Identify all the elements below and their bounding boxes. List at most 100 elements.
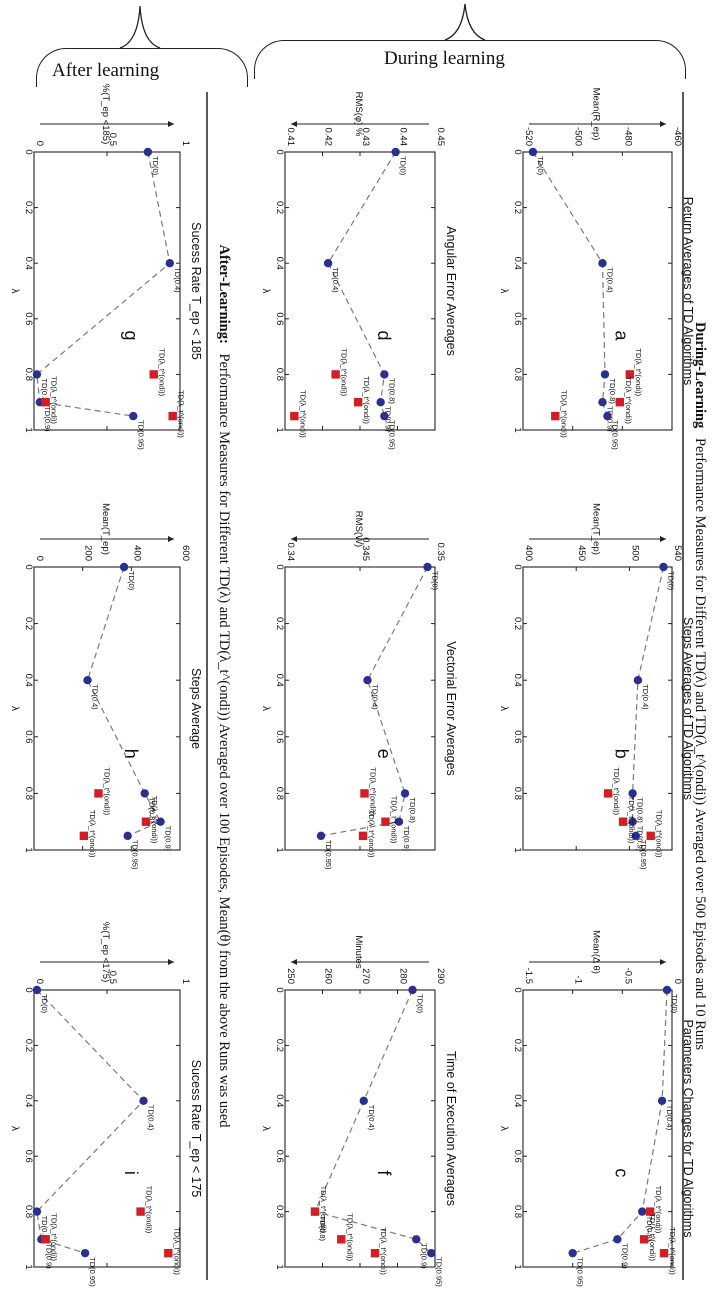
x-axis-label: λ (498, 1126, 509, 1131)
adaptive-point (331, 370, 340, 379)
adaptive-point (618, 817, 628, 826)
during-learning-header: During learning (384, 48, 505, 69)
y-axis-label: Mean(T_ep) (591, 503, 602, 555)
adaptive-point-label: TD(λ_t^(ondi)) (345, 1213, 354, 1261)
td-point (165, 259, 174, 268)
td-point (129, 411, 138, 421)
x-tick-label: 0.8 (274, 787, 285, 800)
x-tick-label: 0.4 (23, 1094, 34, 1107)
adaptive-point (645, 1207, 655, 1216)
x-tick-label: 1 (23, 427, 34, 432)
td-point (391, 147, 400, 157)
adaptive-point (639, 1235, 649, 1244)
y-tick-label: 500 (629, 545, 640, 561)
td-point-label: TD(0) (666, 571, 675, 591)
adaptive-point (353, 398, 363, 407)
x-tick-label: 0.4 (23, 674, 34, 687)
svg-text:After-Learning: Perfor: After-Learning: Performance Measures for… (216, 244, 232, 1128)
y-axis-label: RMS(φ) % (353, 92, 364, 137)
x-tick-label: 0.4 (274, 674, 285, 687)
y-tick-label: 400 (131, 545, 142, 561)
td-point (32, 1207, 42, 1216)
td-point-label: TD(0) (431, 571, 440, 591)
td-point-label: TD(0.8) (636, 797, 645, 823)
td-point (408, 985, 417, 995)
adaptive-point-label: TD(λ_t^(ondi)) (102, 767, 111, 815)
x-tick-label: 0 (23, 149, 34, 154)
y-axis-label: Mean(Δ θ) (591, 930, 602, 974)
td-point (83, 676, 92, 685)
td-point (143, 147, 153, 157)
td-point-label: TD(0.95) (387, 420, 396, 450)
x-axis-label: λ (9, 1126, 20, 1131)
y-tick-label: 0.34 (285, 543, 296, 562)
y-tick-label: 600 (180, 545, 191, 561)
panel-letter: h (121, 749, 141, 759)
adaptive-point-label: TD(λ_t^(ondi)) (379, 1227, 388, 1275)
y-tick-label: 0.5 (107, 133, 118, 146)
td-point (662, 985, 672, 995)
during-figure-title: During-Learning Performance Measures for… (692, 322, 708, 1050)
td-point-label: TD(0.9) (402, 826, 411, 852)
during-brace-peak (444, 3, 486, 41)
x-tick-label: 0.2 (23, 617, 34, 630)
y-tick-label: 540 (672, 545, 683, 561)
td-point-label: TD(0.95) (324, 840, 333, 870)
x-tick-label: 0.4 (512, 1094, 523, 1107)
panels: 0 0.2 0.4 0.6 0.8 1 -520 -500 -480 -460 λ Mean(R_ep… (9, 84, 695, 1287)
td-point (659, 562, 668, 572)
td-point-label: TD(0.9) (620, 1243, 629, 1269)
x-tick-label: 0.6 (274, 312, 285, 325)
td-point (603, 411, 612, 421)
x-tick-label: 1 (512, 1264, 523, 1269)
x-tick-label: 0 (274, 149, 285, 154)
y-axis-label: RMS(W) (353, 511, 364, 547)
td-point-label: TD(0.8) (40, 1216, 49, 1242)
panel-letter: b (612, 749, 632, 759)
y-tick-label: -1 (573, 976, 584, 984)
chart-d: 0 0.2 0.4 0.6 0.8 1 0.41 0.42 0.43 0.44 0.45 λ RMS(φ… (260, 92, 458, 451)
td-point-label: TD(0) (127, 571, 136, 591)
x-tick-label: 0.2 (274, 617, 285, 630)
panel-letter: g (121, 330, 141, 340)
x-axis-label: λ (260, 706, 271, 711)
y-tick-label: 0 (672, 979, 683, 984)
td-point (80, 1248, 90, 1258)
td-point-label: TD(0.9) (636, 826, 645, 852)
td-point (32, 370, 42, 379)
adaptive-point-label: TD(λ_t^(ondi)) (367, 810, 376, 858)
x-tick-label: 0.8 (23, 368, 34, 381)
x-tick-label: 1 (274, 1264, 285, 1269)
chart-title: Sucess Rate T_ep < 185 (189, 222, 203, 360)
panel-letter: d (374, 330, 394, 340)
td-point (423, 562, 432, 572)
x-tick-label: 0.8 (23, 1205, 34, 1218)
x-tick-label: 0.2 (512, 1039, 523, 1052)
x-tick-label: 0.6 (23, 312, 34, 325)
x-tick-label: 1 (23, 1264, 34, 1269)
x-tick-label: 0 (274, 987, 285, 992)
y-axis-label: %(T_ep <185) (100, 84, 111, 144)
adaptive-point (659, 1248, 669, 1258)
x-tick-label: 0.2 (23, 201, 34, 214)
x-tick-label: 1 (512, 847, 523, 852)
td-point (316, 831, 326, 841)
adaptive-point-label: TD(λ_t^(ondi)) (158, 348, 167, 396)
td-point (394, 817, 404, 826)
x-axis-label: λ (9, 706, 20, 711)
td-point-label: TD(0.9) (44, 1243, 53, 1269)
td-point-label: TD(0.4) (367, 1105, 376, 1131)
adaptive-point (290, 411, 299, 421)
td-point (628, 789, 637, 798)
plot-frame (522, 989, 673, 1268)
chart-title: Steps Average (189, 668, 203, 749)
td-point-label: TD(0.8) (408, 797, 417, 823)
chart-title: Angular Error Averages (444, 226, 458, 356)
td-point-label: TD(0.95) (610, 420, 619, 450)
y-tick-label: 0.5 (107, 971, 118, 984)
y-axis-arrowhead (168, 121, 174, 127)
chart-title: Return Averages of TD Algorithms (681, 197, 695, 386)
y-tick-label: 0.43 (360, 128, 371, 147)
td-point (380, 411, 389, 421)
